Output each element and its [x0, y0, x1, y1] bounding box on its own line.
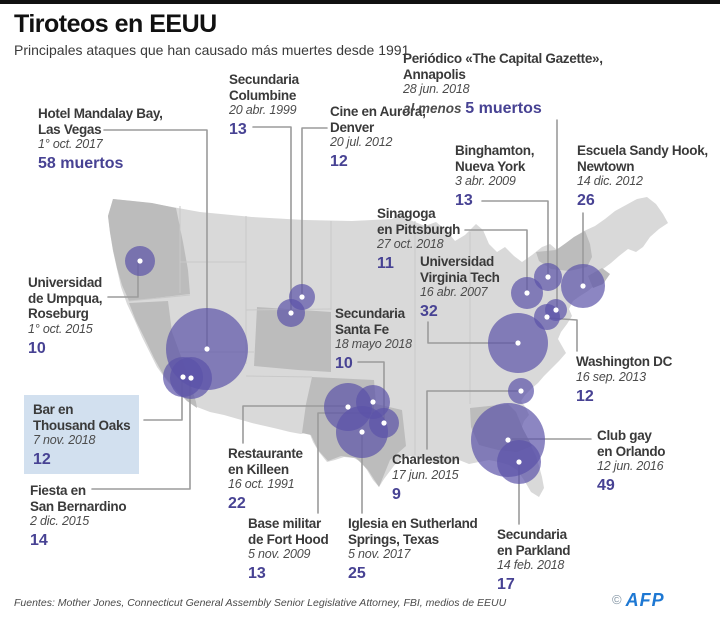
- state-new-york: [536, 231, 592, 271]
- usa-outline: [108, 197, 668, 497]
- bubble-center-umpqua: [137, 258, 143, 264]
- connector-aurora: [301, 127, 328, 298]
- connector-columbine: [252, 126, 292, 314]
- bubble-center-dots: [137, 258, 586, 465]
- bubble-center-killeen: [345, 404, 351, 410]
- page-subtitle: Principales ataques que han causado más …: [14, 42, 410, 58]
- bubble-center-san-bernardino: [188, 375, 194, 381]
- bubble-center-orlando: [505, 437, 511, 443]
- connector-san-bernardino: [91, 377, 191, 490]
- bubble-center-binghamton: [545, 274, 551, 280]
- connector-charleston: [426, 390, 522, 450]
- copyright-icon: ©: [612, 592, 622, 607]
- bubble-center-pittsburgh: [524, 290, 530, 296]
- connector-binghamton: [481, 200, 549, 278]
- bubble-center-aurora: [299, 294, 305, 300]
- bubble-center-charleston: [518, 388, 524, 394]
- bubble-center-parkland: [516, 459, 522, 465]
- page-title: Tiroteos en EEUU: [14, 10, 217, 38]
- bubble-center-sutherland-springs: [359, 429, 365, 435]
- bubble-center-sandy-hook: [580, 283, 586, 289]
- afp-logo: © AFP: [612, 590, 665, 611]
- bubble-center-fort-hood: [370, 399, 376, 405]
- top-rule: [0, 0, 720, 4]
- bubble-center-washington-dc: [544, 314, 550, 320]
- connector-pittsburgh: [464, 229, 528, 294]
- afp-wordmark: AFP: [625, 590, 665, 610]
- bubble-center-capital-gazette: [553, 307, 559, 313]
- bubble-center-santa-fe: [381, 420, 387, 426]
- bubble-center-thousand-oaks: [180, 374, 186, 380]
- bubble-center-mandalay: [204, 346, 210, 352]
- connector-killeen: [242, 405, 349, 444]
- bubble-center-columbine: [288, 310, 294, 316]
- connector-mandalay: [103, 129, 208, 350]
- bubble-center-virginia-tech: [515, 340, 521, 346]
- sources-note: Fuentes: Mother Jones, Connecticut Gener…: [14, 597, 507, 609]
- state-utah-colorado: [254, 307, 331, 372]
